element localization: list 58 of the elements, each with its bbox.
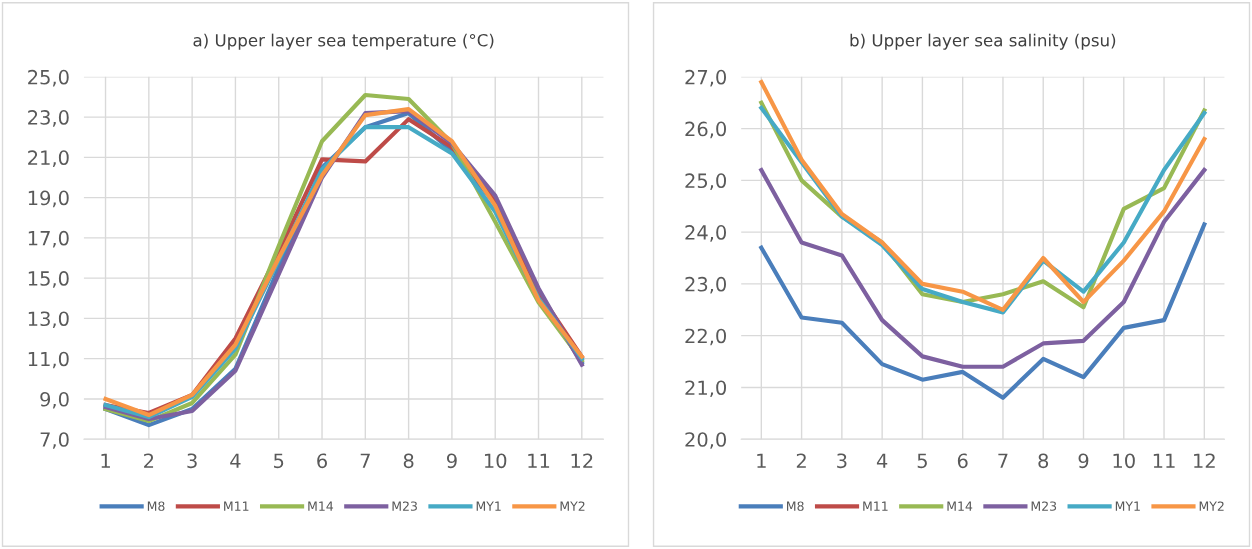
x-tick-label: 1 — [757, 453, 766, 468]
legend-label: M8 — [147, 501, 165, 511]
y-tick-label: 7,0 — [40, 432, 69, 449]
legend-label: M11 — [224, 501, 249, 511]
x-tick-label: 8 — [403, 453, 414, 469]
x-tick-label: 2 — [796, 453, 806, 468]
y-tick-label: 15,0 — [28, 271, 69, 288]
y-tick-label: 26,0 — [685, 121, 726, 139]
x-tick-label: 6 — [957, 453, 968, 469]
chart-title: b) Upper layer sea salinity (psu) — [850, 33, 1116, 50]
legend-label: M23 — [1031, 501, 1057, 511]
legend-label: MY2 — [1199, 501, 1224, 511]
x-tick-label: 1 — [101, 453, 110, 468]
line-series — [759, 167, 1207, 369]
y-tick-label: 25,0 — [685, 173, 726, 191]
chart-title: a) Upper layer sea temperature (°C) — [193, 33, 494, 50]
legend-label: MY1 — [476, 501, 501, 511]
legend-label: M8 — [787, 501, 804, 511]
x-tick-label: 12 — [1194, 453, 1215, 468]
x-tick-label: 10 — [484, 453, 507, 469]
legend-label: MY1 — [1115, 501, 1140, 511]
x-tick-label: 11 — [1153, 453, 1175, 468]
y-tick-label: 13,0 — [28, 311, 69, 329]
y-tick-label: 21,0 — [28, 150, 69, 168]
x-tick-label: 5 — [917, 453, 927, 469]
y-tick-label: 21,0 — [685, 380, 726, 398]
x-tick-label: 6 — [317, 453, 327, 469]
legend-label: M14 — [947, 501, 973, 511]
x-tick-label: 4 — [876, 453, 888, 468]
x-tick-label: 9 — [446, 453, 457, 469]
y-tick-label: 23,0 — [685, 276, 726, 294]
y-tick-label: 9,0 — [40, 391, 69, 409]
x-tick-label: 3 — [837, 453, 847, 469]
legend-label: M14 — [308, 501, 334, 511]
y-tick-label: 27,0 — [685, 69, 726, 87]
y-tick-label: 19,0 — [28, 190, 69, 208]
legend-label: M11 — [863, 501, 888, 511]
x-tick-label: 5 — [274, 453, 284, 469]
y-tick-label: 11,0 — [28, 351, 69, 369]
x-tick-label: 7 — [360, 453, 370, 468]
x-tick-label: 12 — [571, 453, 593, 468]
y-tick-label: 25,0 — [28, 69, 69, 87]
y-tick-label: 23,0 — [28, 110, 69, 127]
x-tick-label: 3 — [187, 453, 197, 469]
line-series — [759, 222, 1207, 400]
x-tick-label: 2 — [144, 453, 154, 468]
y-tick-label: 22,0 — [685, 328, 726, 346]
y-tick-label: 24,0 — [685, 225, 726, 242]
x-tick-label: 9 — [1078, 453, 1089, 469]
x-tick-label: 7 — [998, 453, 1008, 468]
x-tick-label: 10 — [1113, 453, 1135, 469]
y-tick-label: 20,0 — [685, 432, 726, 449]
legend-label: MY2 — [560, 501, 585, 511]
y-tick-label: 17,0 — [28, 230, 69, 248]
x-tick-label: 4 — [230, 453, 241, 468]
x-tick-label: 8 — [1038, 453, 1049, 469]
legend-label: M23 — [392, 501, 417, 511]
x-tick-label: 11 — [528, 453, 550, 468]
